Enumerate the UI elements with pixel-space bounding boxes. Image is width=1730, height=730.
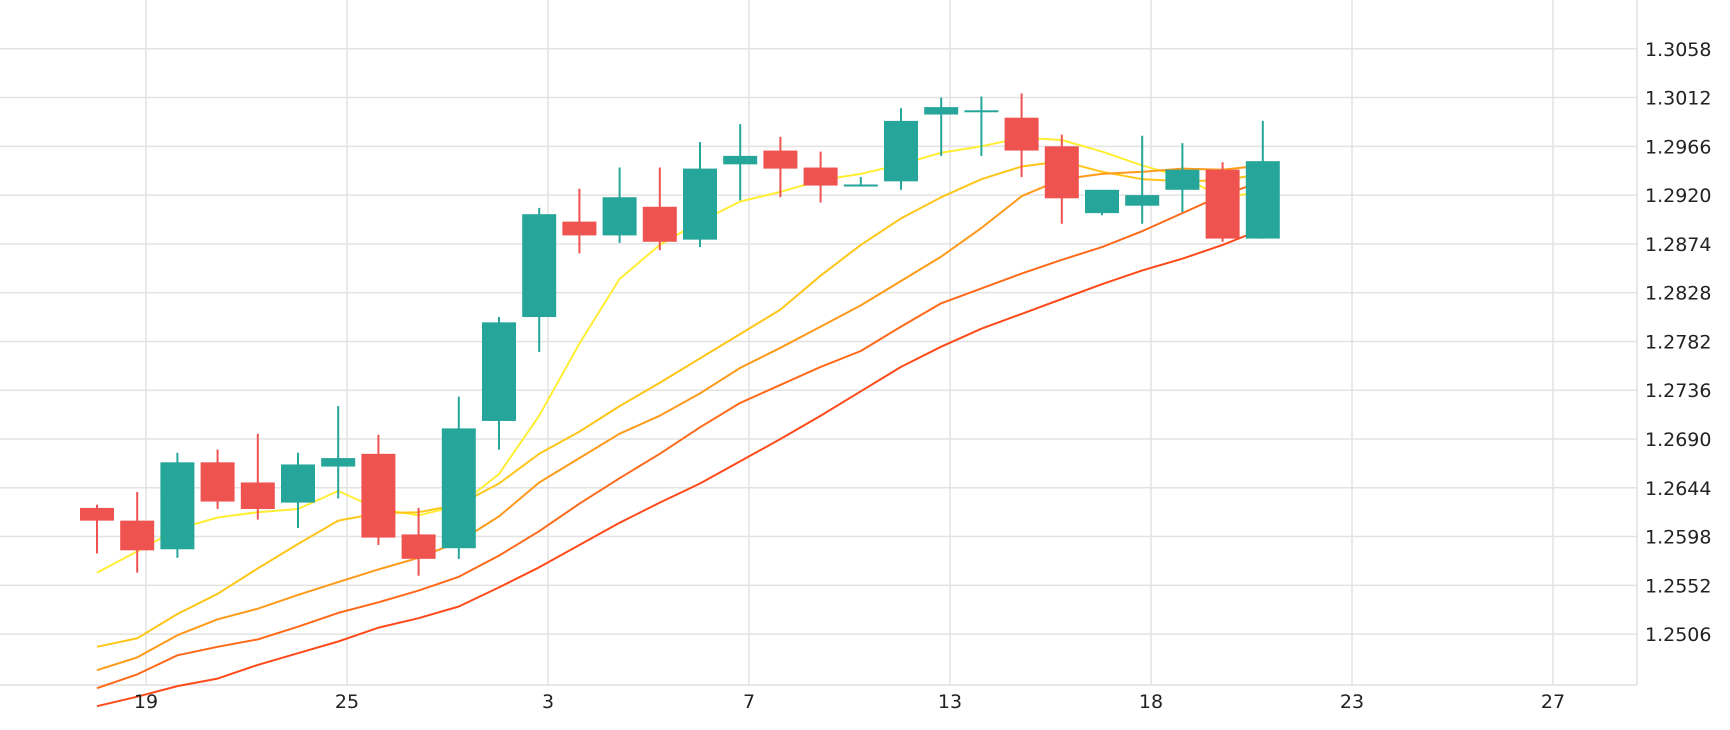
candle-body (924, 107, 959, 115)
horizontal-grid (0, 48, 1637, 635)
candle-body (200, 462, 235, 502)
candle-body (281, 464, 315, 503)
x-tick-label: 13 (938, 691, 962, 713)
candle-body (522, 214, 557, 318)
y-tick-label: 1.2552 (1645, 575, 1711, 597)
candle-up (1085, 189, 1119, 216)
y-tick-label: 1.2506 (1645, 624, 1711, 646)
candle-body (803, 167, 838, 186)
y-tick-label: 1.2874 (1645, 234, 1711, 256)
candle-down (200, 449, 235, 509)
candle-body (160, 462, 195, 550)
candle-up (602, 167, 637, 243)
y-tick-label: 1.3012 (1645, 88, 1711, 110)
candle-body (642, 206, 677, 242)
candle-body (602, 197, 637, 236)
candle-body (1165, 169, 1200, 190)
candle-body (80, 507, 114, 521)
candle-down (361, 434, 396, 546)
x-tick-label: 3 (542, 691, 554, 713)
vertical-grid (145, 0, 1554, 685)
y-tick-label: 1.2690 (1645, 429, 1711, 451)
candle-body (1245, 161, 1280, 239)
candle-down (80, 504, 114, 554)
candle-up (522, 207, 557, 353)
x-tick-label: 18 (1139, 691, 1163, 713)
x-tick-label: 27 (1541, 691, 1565, 713)
candle-up (1165, 143, 1200, 213)
candle-body (1125, 195, 1160, 206)
y-tick-label: 1.3058 (1645, 39, 1711, 61)
x-tick-label: 23 (1340, 691, 1364, 713)
candle-body (562, 221, 597, 236)
moving-average-line (96, 136, 1263, 574)
candle-up (964, 96, 999, 156)
candle-down (1004, 93, 1039, 178)
candle-up (281, 452, 315, 529)
candle-up (1245, 120, 1280, 239)
candle-down (240, 433, 275, 520)
candle-up (884, 108, 918, 190)
axis-lines (0, 0, 1638, 686)
candle-up (441, 396, 476, 559)
candle-body (482, 322, 516, 421)
y-tick-label: 1.2920 (1645, 185, 1711, 207)
candle-body (1004, 117, 1039, 151)
candle-body (1205, 169, 1240, 239)
candle-body (964, 110, 999, 113)
candle-up (683, 142, 717, 248)
y-tick-label: 1.2966 (1645, 136, 1711, 158)
candle-down (562, 188, 597, 254)
candles (80, 93, 1280, 576)
candle-up (160, 452, 195, 558)
moving-average-lines (96, 136, 1264, 708)
candle-body (1044, 146, 1079, 199)
candle-up (321, 406, 356, 499)
candle-body (884, 120, 918, 182)
x-tick-label: 7 (743, 691, 755, 713)
y-tick-label: 1.2828 (1645, 283, 1711, 305)
candle-body (240, 482, 275, 509)
candle-body (441, 428, 476, 549)
x-tick-label: 19 (134, 691, 158, 713)
candle-down (1205, 162, 1240, 242)
y-tick-label: 1.2736 (1645, 380, 1711, 402)
candle-body (723, 155, 758, 165)
moving-average-line (96, 228, 1264, 708)
candle-body (361, 453, 396, 538)
candle-body (401, 534, 436, 559)
candle-body (321, 458, 356, 467)
candle-down (803, 151, 838, 203)
y-tick-label: 1.2644 (1645, 478, 1711, 500)
candle-down (763, 136, 798, 198)
candle-up (482, 317, 516, 450)
candle-body (1085, 189, 1119, 214)
y-tick-label: 1.2782 (1645, 331, 1711, 353)
candle-down (120, 492, 155, 573)
candle-body (683, 168, 717, 240)
x-tick-label: 25 (335, 691, 359, 713)
candle-up (723, 124, 758, 201)
candle-body (763, 150, 798, 169)
candle-up (1125, 135, 1160, 224)
candle-up (843, 177, 878, 187)
candle-body (120, 520, 155, 551)
y-axis-tick-labels: 1.3058 1.3012 1.2966 1.2920 1.2874 1.2828 1.27… (1645, 39, 1711, 646)
moving-average-line (96, 164, 1263, 672)
candle-down (642, 167, 677, 251)
candle-body (843, 184, 878, 187)
x-axis-tick-labels: 19 25 3 7 13 18 23 27 (134, 691, 1565, 713)
candle-down (401, 507, 436, 576)
candle-up (924, 97, 959, 156)
candle-down (1044, 134, 1079, 224)
y-tick-label: 1.2598 (1645, 527, 1711, 549)
moving-average-line (96, 180, 1264, 690)
